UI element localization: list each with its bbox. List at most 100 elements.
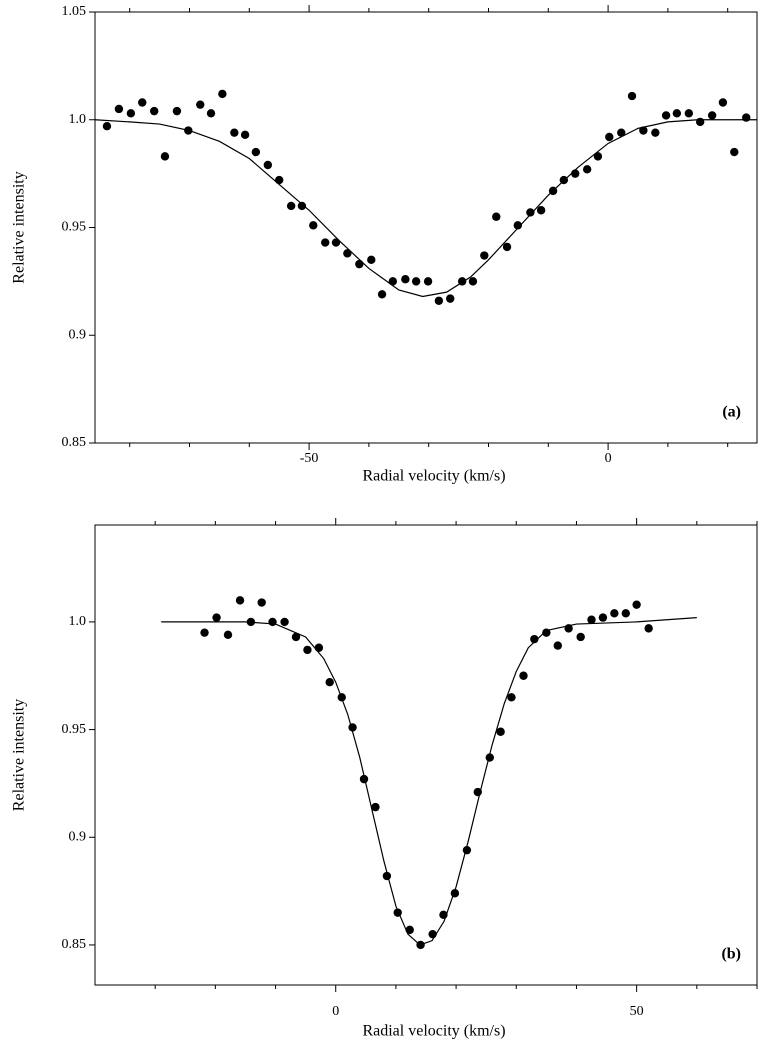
data-point	[587, 615, 596, 624]
data-point	[571, 169, 580, 178]
data-point	[485, 753, 494, 762]
data-point	[644, 624, 653, 633]
data-point	[138, 98, 147, 107]
data-point	[684, 109, 694, 118]
x-tick-label: 50	[630, 1004, 644, 1019]
data-point	[184, 126, 193, 135]
data-point	[548, 186, 558, 196]
data-point	[651, 128, 660, 137]
data-point	[371, 802, 380, 812]
panel-label: (b)	[721, 946, 741, 963]
x-axis-label: Radial velocity (km/s)	[362, 1023, 505, 1040]
plot-frame	[94, 524, 758, 986]
data-point	[286, 201, 296, 211]
panel-label: (a)	[722, 404, 741, 421]
data-point	[718, 98, 728, 107]
y-tick-label: 0.9	[69, 327, 87, 342]
data-point	[114, 104, 124, 114]
data-point	[450, 889, 460, 898]
data-point	[526, 208, 535, 217]
fit-line	[161, 617, 697, 946]
data-point	[446, 294, 455, 303]
data-point	[331, 238, 341, 247]
data-point	[695, 117, 705, 127]
y-tick-label: 1.0	[69, 614, 87, 629]
data-point	[439, 910, 448, 919]
data-point	[367, 255, 376, 265]
y-tick-label: 0.85	[62, 937, 87, 952]
data-point	[473, 787, 482, 797]
data-point	[196, 100, 205, 109]
data-point	[519, 671, 528, 680]
data-point	[530, 634, 539, 644]
data-point	[593, 152, 603, 161]
data-point	[337, 693, 346, 702]
x-axis-label: Radial velocity (km/s)	[362, 468, 505, 485]
data-point	[274, 175, 284, 185]
data-point	[462, 845, 472, 855]
data-point	[393, 908, 402, 917]
data-point	[325, 678, 334, 687]
data-point	[502, 242, 512, 252]
y-tick-label: 0.95	[62, 722, 87, 737]
data-point	[576, 632, 585, 642]
data-point	[160, 152, 170, 161]
data-point	[480, 251, 489, 260]
data-point	[246, 617, 256, 627]
data-point	[423, 277, 433, 286]
data-point	[496, 727, 505, 736]
data-point	[405, 925, 414, 935]
data-point	[428, 929, 437, 939]
x-tick-label: 0	[332, 1004, 339, 1019]
data-point	[617, 128, 626, 137]
data-point	[382, 871, 392, 881]
y-axis-label: Relative intensity	[11, 699, 28, 811]
data-point	[672, 109, 682, 118]
data-point	[639, 126, 648, 135]
data-point	[218, 89, 227, 99]
data-point	[343, 249, 352, 258]
data-point	[240, 130, 250, 140]
data-point	[627, 91, 637, 101]
data-point	[297, 201, 307, 211]
data-point	[291, 632, 301, 642]
plot-frame	[94, 11, 758, 444]
data-point	[251, 147, 261, 157]
y-tick-label: 0.9	[69, 829, 87, 844]
data-point	[314, 643, 324, 652]
data-point	[263, 160, 273, 170]
y-tick-label: 1.05	[62, 4, 87, 19]
data-point	[230, 128, 239, 137]
data-point	[303, 645, 312, 655]
data-point	[661, 111, 671, 120]
x-tick-label: -50	[300, 451, 319, 466]
data-point	[309, 221, 318, 230]
data-point	[742, 113, 751, 122]
data-point	[507, 693, 516, 702]
x-tick-label: 0	[605, 451, 612, 466]
data-point	[434, 296, 444, 305]
data-point	[564, 624, 573, 633]
data-point	[632, 600, 641, 609]
data-point	[150, 106, 159, 116]
data-point	[377, 290, 387, 299]
data-point	[542, 628, 551, 637]
data-point	[513, 221, 522, 230]
data-point	[605, 132, 614, 142]
data-point	[401, 275, 410, 284]
y-axis-label: Relative intensity	[11, 171, 28, 283]
data-point	[610, 609, 619, 618]
data-point	[355, 259, 364, 269]
data-point	[559, 175, 569, 185]
data-point	[457, 277, 467, 286]
y-tick-label: 0.95	[62, 220, 87, 235]
data-point	[468, 277, 478, 286]
data-point	[126, 109, 136, 118]
data-point	[707, 111, 717, 120]
data-point	[582, 165, 592, 174]
data-point	[621, 609, 631, 618]
data-point	[411, 277, 421, 286]
data-point	[102, 122, 112, 131]
fit-line	[94, 119, 757, 298]
